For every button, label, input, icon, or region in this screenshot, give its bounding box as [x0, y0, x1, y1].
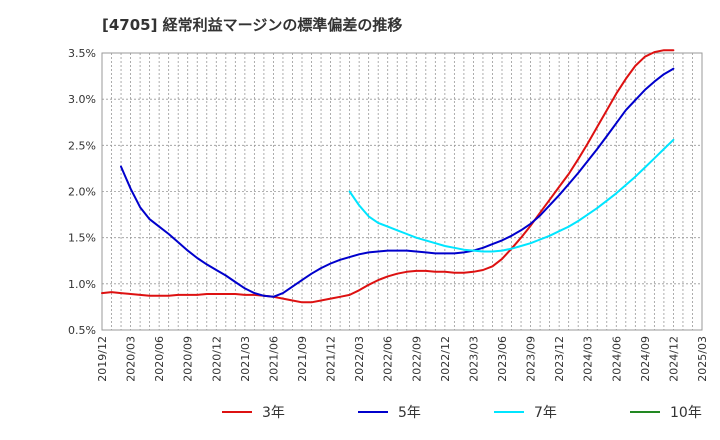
legend-label: 10年	[670, 405, 702, 421]
x-tick-label: 2024/06	[610, 336, 623, 382]
x-tick-label: 2023/06	[496, 336, 509, 382]
x-tick-label: 2025/03	[696, 336, 709, 382]
y-tick-label: 1.5%	[68, 232, 96, 245]
x-tick-label: 2020/06	[153, 336, 166, 382]
y-tick-label: 2.5%	[68, 139, 96, 152]
x-tick-label: 2021/03	[239, 336, 252, 382]
x-tick-label: 2021/12	[325, 336, 338, 382]
x-tick-label: 2022/09	[410, 336, 423, 382]
x-tick-label: 2024/09	[639, 336, 652, 382]
legend-item: 5年	[358, 405, 421, 421]
series-line-7年	[348, 138, 675, 253]
series-line-3年	[101, 49, 675, 304]
y-axis-ticks: 0.5% 1.0% 1.5% 2.0% 2.5% 3.0% 3.5%	[68, 47, 96, 337]
x-axis-ticks: 2019/12 2020/03 2020/06 2020/09 2020/12 2021/…	[96, 336, 709, 382]
legend-label: 5年	[398, 405, 421, 421]
y-tick-label: 0.5%	[68, 324, 96, 337]
x-tick-label: 2023/03	[467, 336, 480, 382]
x-tick-label: 2021/09	[296, 336, 309, 382]
x-tick-label: 2019/12	[96, 336, 109, 382]
x-tick-label: 2022/03	[353, 336, 366, 382]
chart-title: [4705] 経常利益マージンの標準偏差の推移	[102, 16, 403, 34]
x-tick-label: 2020/12	[210, 336, 223, 382]
y-tick-label: 3.5%	[68, 47, 96, 60]
y-tick-label: 2.0%	[68, 186, 96, 199]
legend-item: 7年	[494, 405, 557, 421]
x-tick-label: 2021/06	[267, 336, 280, 382]
legend-item: 10年	[630, 405, 702, 421]
legend-item: 3年	[222, 405, 285, 421]
legend-label: 3年	[262, 405, 285, 421]
x-tick-label: 2020/03	[125, 336, 138, 382]
y-tick-label: 3.0%	[68, 93, 96, 106]
legend: 3年 5年 7年 10年	[222, 405, 702, 421]
series-line-5年	[120, 67, 675, 298]
x-tick-label: 2022/12	[439, 336, 452, 382]
y-tick-label: 1.0%	[68, 278, 96, 291]
series-lines	[101, 49, 675, 304]
x-tick-label: 2023/12	[553, 336, 566, 382]
grid-lines	[101, 52, 703, 331]
x-tick-label: 2022/06	[382, 336, 395, 382]
x-tick-label: 2020/09	[182, 336, 195, 382]
x-tick-label: 2024/12	[667, 336, 680, 382]
plot-area	[101, 52, 703, 331]
x-tick-label: 2023/09	[525, 336, 538, 382]
x-tick-label: 2024/03	[582, 336, 595, 382]
legend-label: 7年	[534, 405, 557, 421]
